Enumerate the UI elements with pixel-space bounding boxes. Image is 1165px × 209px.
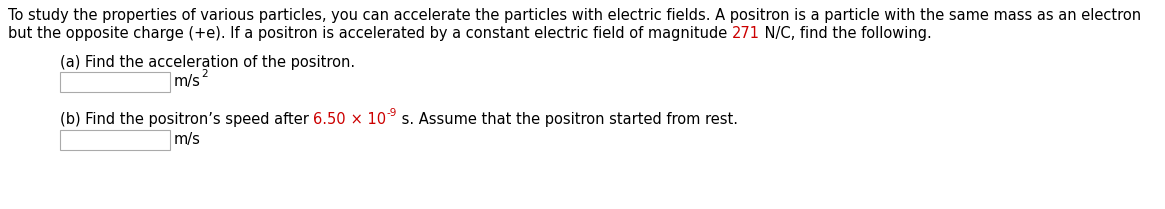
Text: -9: -9 — [387, 108, 396, 118]
Text: m/s: m/s — [174, 132, 200, 147]
Text: (a) Find the acceleration of the positron.: (a) Find the acceleration of the positro… — [61, 55, 355, 70]
Bar — [61, 72, 170, 92]
Text: To study the properties of various particles, you can accelerate the particles w: To study the properties of various parti… — [8, 8, 1142, 23]
Text: s. Assume that the positron started from rest.: s. Assume that the positron started from… — [396, 112, 737, 127]
Text: × 10: × 10 — [346, 112, 387, 127]
Text: N/C, find the following.: N/C, find the following. — [760, 26, 932, 41]
Text: but the opposite charge (+e). If a positron is accelerated by a constant electri: but the opposite charge (+e). If a posit… — [8, 26, 732, 41]
Text: 271: 271 — [732, 26, 760, 41]
Text: 2: 2 — [200, 69, 207, 79]
Bar — [61, 130, 170, 150]
Text: 6.50: 6.50 — [313, 112, 346, 127]
Text: (b) Find the positron’s speed after: (b) Find the positron’s speed after — [61, 112, 313, 127]
Text: m/s: m/s — [174, 74, 200, 89]
